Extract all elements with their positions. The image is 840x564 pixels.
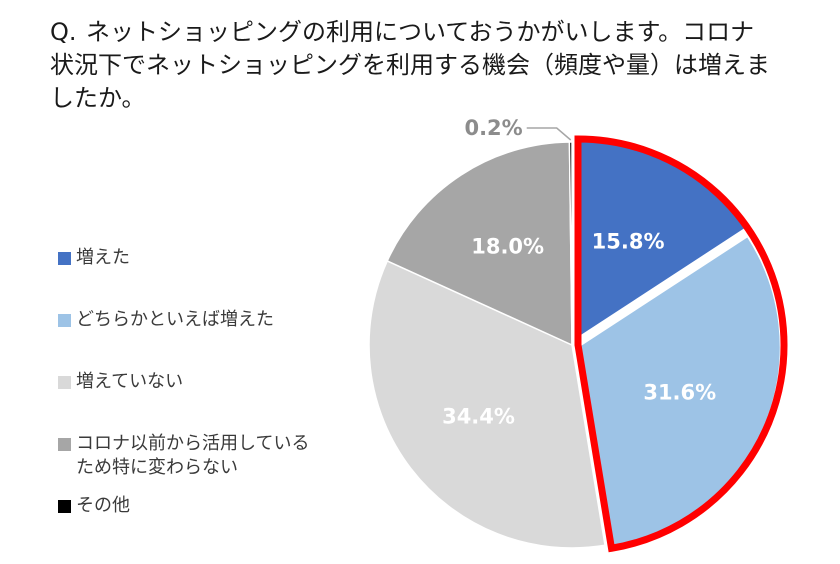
legend-item-5: その他 [58, 494, 130, 518]
legend-label-3: 増えていない [76, 371, 184, 392]
slice-label-5: 0.2% [464, 116, 522, 140]
question-prefix: Q. [50, 18, 77, 46]
question-title: Q. ネットショッピングの利用についておうかがいします。コロナ状況下でネットショッ… [50, 16, 770, 115]
slice-label-4: 18.0% [471, 234, 544, 258]
legend-item-2: どちらかといえば増えた [58, 308, 274, 332]
pie-slice-3 [368, 259, 606, 549]
legend-swatch-1 [58, 252, 71, 265]
legend-label-2: どちらかといえば増えた [76, 309, 274, 330]
slice-label-1: 15.8% [592, 229, 665, 253]
question-text: ネットショッピングの利用についておうかがいします。コロナ状況下でネットショッピン… [50, 18, 770, 112]
legend-swatch-3 [58, 376, 71, 389]
legend-label-5: その他 [76, 495, 130, 516]
legend-label-1: 増えた [76, 247, 130, 268]
leader-line-5 [526, 127, 572, 141]
legend-swatch-2 [58, 314, 71, 327]
legend-swatch-4 [58, 438, 71, 451]
legend-item-1: 増えた [58, 246, 130, 270]
pie-slice-5 [568, 141, 573, 346]
legend-item-4: コロナ以前から活用している ため特に変わらない [58, 432, 309, 480]
slice-label-2: 31.6% [643, 380, 716, 404]
pie-slice-4 [386, 141, 573, 347]
legend-item-3: 増えていない [58, 370, 183, 394]
legend-label-4: コロナ以前から活用している ため特に変わらない [76, 433, 310, 478]
slice-label-3: 34.4% [442, 405, 515, 429]
legend-swatch-5 [58, 500, 71, 513]
highlight-outline [574, 135, 788, 553]
